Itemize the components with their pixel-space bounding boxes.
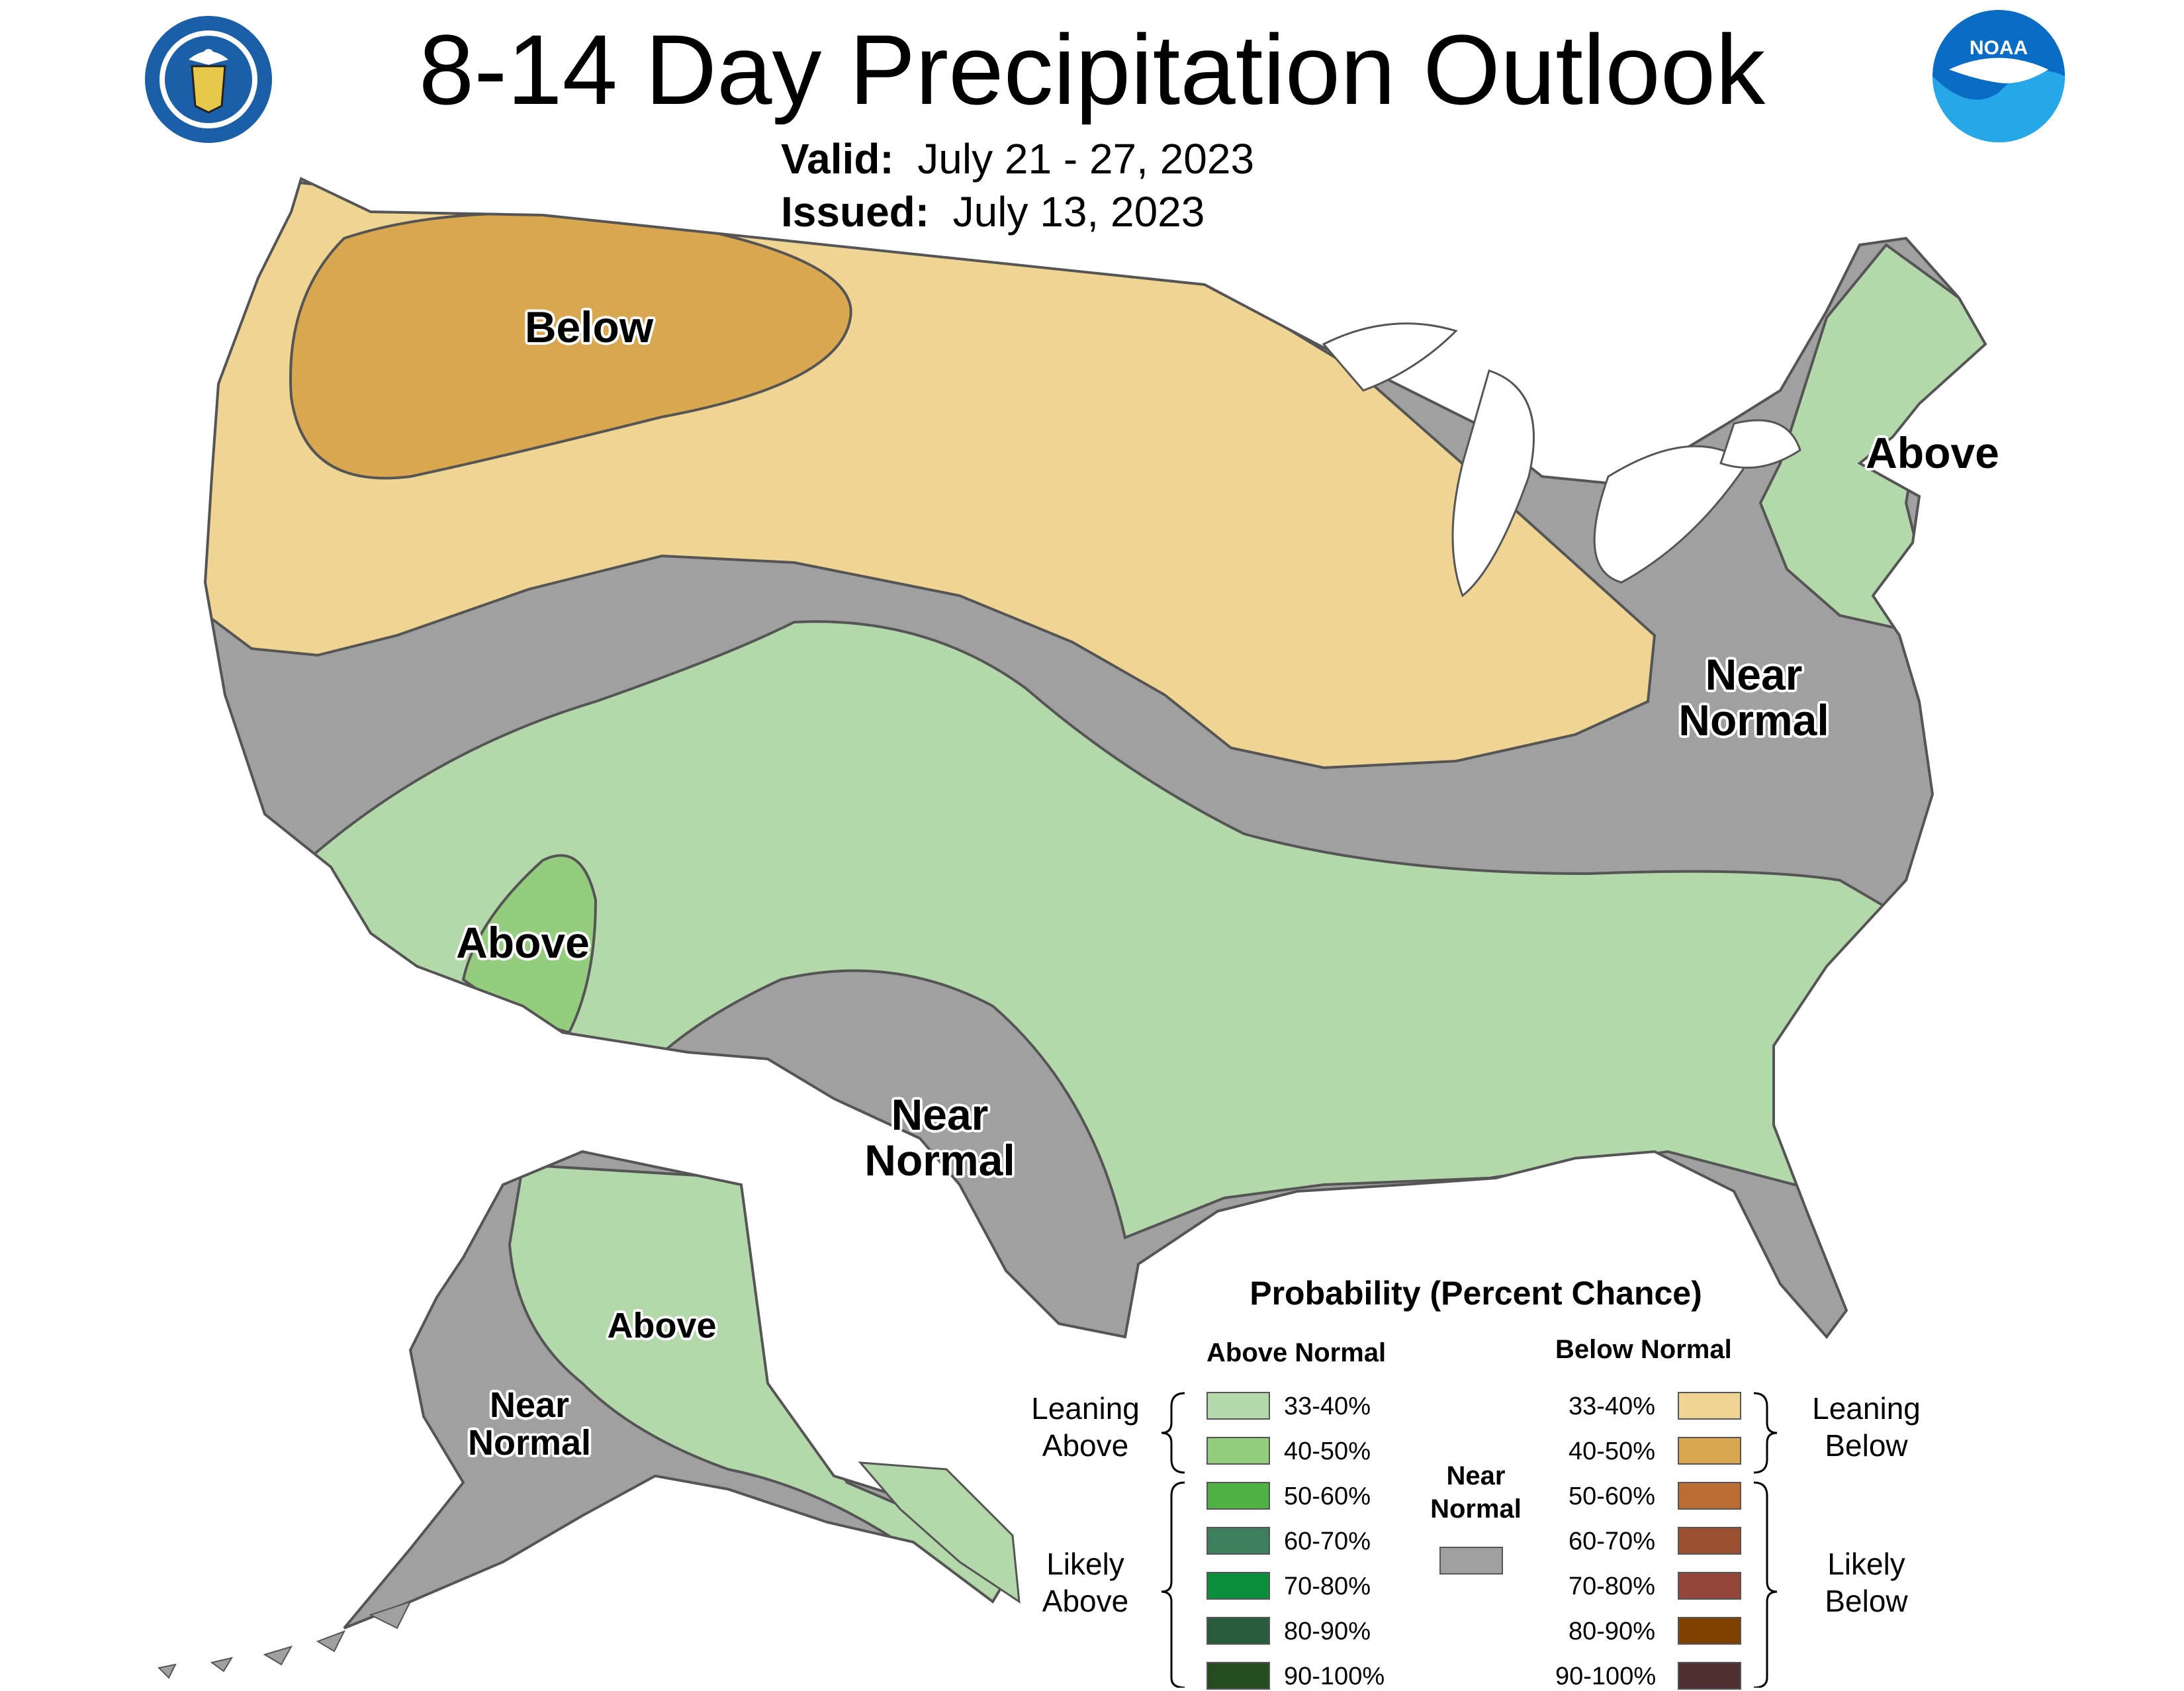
legend-swatch-below-90-100 <box>1678 1662 1741 1690</box>
brace-likely-below <box>1753 1481 1778 1688</box>
legend-swatch-below-33-40 <box>1678 1392 1741 1420</box>
svg-text:NOAA: NOAA <box>1970 37 2028 59</box>
legend-near-normal-label: Near Normal <box>1423 1459 1529 1526</box>
legend-likely-below-label: Likely Below <box>1794 1545 1939 1620</box>
legend-label-below-80-90: 80-90% <box>1569 1618 1655 1645</box>
legend-label-below-60-70: 60-70% <box>1569 1528 1655 1555</box>
label-alaska-normal: Normal <box>467 1422 592 1463</box>
legend-leaning-below-word2: Below <box>1825 1428 1908 1463</box>
label-northwest-below: Below <box>524 302 654 351</box>
map-title: 8-14 Day Precipitation Outlook <box>418 14 1766 125</box>
valid-label: Valid: <box>781 135 894 183</box>
legend-leaning-word: Leaning <box>1031 1391 1140 1426</box>
legend-swatch-below-80-90 <box>1678 1617 1741 1645</box>
legend-leaning-below-label: Leaning Below <box>1794 1390 1939 1464</box>
legend-label-above-50-60: 50-60% <box>1284 1483 1371 1510</box>
legend-likely-word: Likely <box>1046 1547 1124 1581</box>
legend-swatch-above-33-40 <box>1206 1392 1270 1420</box>
legend-label-below-33-40: 33-40% <box>1569 1393 1655 1420</box>
label-texas-near: Near <box>891 1090 989 1139</box>
legend-leaning-above-word: Above <box>1042 1428 1129 1463</box>
brace-likely-above <box>1161 1481 1185 1688</box>
label-alaska-near-normal: Near Normal <box>437 1387 622 1461</box>
legend-label-below-50-60: 50-60% <box>1569 1483 1655 1510</box>
legend-label-below-90-100: 90-100% <box>1555 1663 1657 1690</box>
label-texas-normal: Normal <box>864 1136 1015 1185</box>
legend-likely-above-label: Likely Above <box>1013 1545 1158 1620</box>
legend-label-below-40-50: 40-50% <box>1569 1438 1655 1465</box>
label-alaska-above: Above <box>607 1306 717 1346</box>
label-texas-near-normal: Near Normal <box>821 1090 1059 1185</box>
legend-swatch-near-normal <box>1439 1547 1503 1575</box>
valid-dates: July 21 - 27, 2023 <box>917 135 1255 183</box>
label-alaska-near: Near <box>489 1385 570 1425</box>
legend-label-above-70-80: 70-80% <box>1284 1573 1371 1600</box>
legend-near-word: Near <box>1446 1461 1506 1490</box>
label-southwest-above: Above <box>456 918 590 967</box>
noaa-logo: NOAA <box>1933 10 2065 142</box>
legend-swatch-above-60-70 <box>1206 1527 1270 1555</box>
legend-swatch-below-70-80 <box>1678 1572 1741 1600</box>
legend-swatch-above-70-80 <box>1206 1572 1270 1600</box>
valid-line: Valid: July 21 - 27, 2023 <box>781 134 1254 184</box>
issued-date: July 13, 2023 <box>952 188 1205 236</box>
legend-swatch-above-80-90 <box>1206 1617 1270 1645</box>
legend-normal-word: Normal <box>1430 1494 1522 1524</box>
department-of-commerce-seal <box>145 16 272 143</box>
legend-swatch-below-40-50 <box>1678 1437 1741 1465</box>
legend-label-above-33-40: 33-40% <box>1284 1393 1371 1420</box>
legend-likely-above-word: Above <box>1042 1584 1129 1618</box>
legend-label-above-90-100: 90-100% <box>1284 1663 1385 1690</box>
legend-above-header: Above Normal <box>1206 1338 1387 1367</box>
legend-label-above-80-90: 80-90% <box>1284 1618 1371 1645</box>
issued-label: Issued: <box>781 188 930 236</box>
label-east-near: Near <box>1705 650 1803 699</box>
legend-swatch-above-50-60 <box>1206 1482 1270 1510</box>
legend-below-header: Below Normal <box>1555 1335 1732 1364</box>
legend-leaning-below-word1: Leaning <box>1812 1391 1921 1426</box>
label-east-near-normal: Near Normal <box>1635 650 1873 745</box>
legend-swatch-below-50-60 <box>1678 1482 1741 1510</box>
label-northeast-above: Above <box>1866 428 1999 477</box>
legend-label-above-40-50: 40-50% <box>1284 1438 1371 1465</box>
legend-swatch-above-40-50 <box>1206 1437 1270 1465</box>
label-east-normal: Normal <box>1678 696 1829 745</box>
brace-leaning-below <box>1753 1392 1778 1474</box>
legend-likely-below-word1: Likely <box>1827 1547 1905 1581</box>
brace-leaning-above <box>1161 1392 1185 1474</box>
issued-line: Issued: July 13, 2023 <box>781 187 1205 237</box>
legend-likely-below-word2: Below <box>1825 1584 1908 1618</box>
legend-label-below-70-80: 70-80% <box>1569 1573 1655 1600</box>
legend-title: Probability (Percent Chance) <box>1250 1275 1702 1312</box>
legend-swatch-below-60-70 <box>1678 1527 1741 1555</box>
legend-label-above-60-70: 60-70% <box>1284 1528 1371 1555</box>
legend-leaning-above-label: Leaning Above <box>1013 1390 1158 1464</box>
